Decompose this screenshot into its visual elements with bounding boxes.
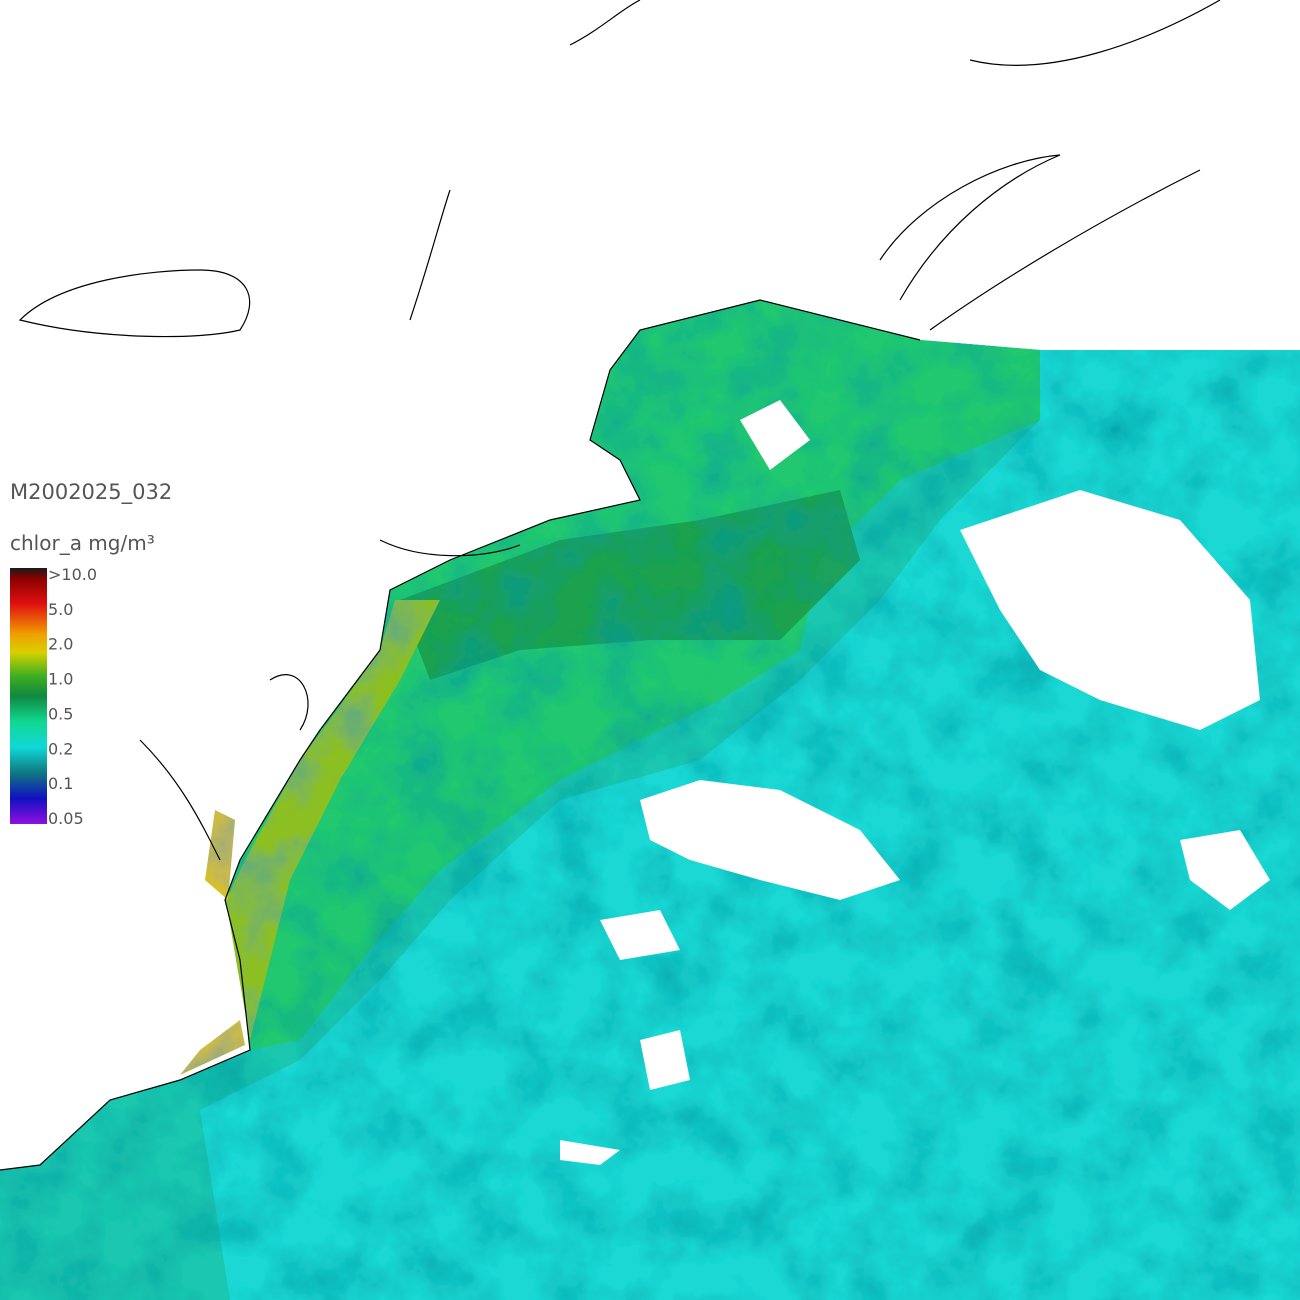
colorbar-tick-label: 1.0 [48,670,73,689]
colorbar-tick-label: 0.2 [48,739,73,758]
colorbar-label: chlor_a mg/m³ [10,531,155,555]
colorbar-tick-label: 0.5 [48,704,73,723]
coastline [0,0,1221,1171]
colorbar-tick-label: 5.0 [48,600,73,619]
clouds [560,400,1270,1165]
colorbar-tick-label: 2.0 [48,635,73,654]
colorbar-ticks: >10.0 5.0 2.0 1.0 0.5 0.2 0.1 0.05 [48,565,97,828]
colorbar-tick-label: >10.0 [48,565,97,584]
colorbar-tick-label: 0.1 [48,774,73,793]
colorbar [10,568,47,824]
scene-id: M2002025_032 [10,480,172,505]
colorbar-tick-label: 0.05 [48,809,84,828]
